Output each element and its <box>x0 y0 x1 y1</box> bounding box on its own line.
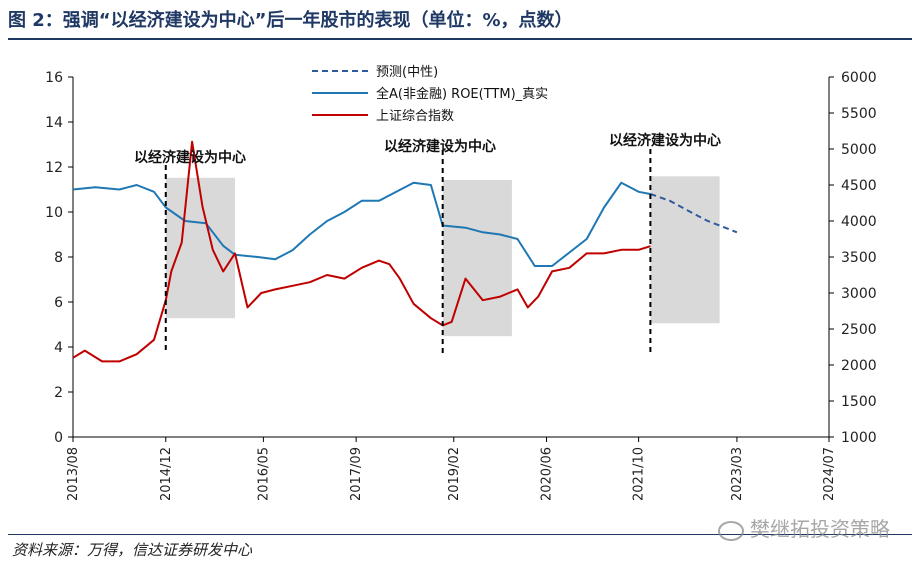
y-right-tick-label: 2500 <box>841 322 877 338</box>
x-tick-label: 2024/07 <box>822 447 837 501</box>
y-right-tick-label: 2000 <box>841 358 877 374</box>
y-right-tick-label: 3000 <box>841 286 877 302</box>
forecast-line <box>650 193 738 234</box>
y-right-tick-label: 6000 <box>841 70 877 86</box>
index-line <box>72 140 651 363</box>
y-right-tick-label: 1000 <box>841 430 877 446</box>
y-right-tick-label: 5000 <box>841 142 877 158</box>
x-tick-label: 2013/08 <box>66 447 81 501</box>
x-tick-label: 2021/10 <box>632 447 647 501</box>
y-right-tick-label: 1500 <box>841 394 877 410</box>
line-chart: 0 2 4 6 8 10 12 14 16 1000 1500 2000 2500 3000 3500 400… <box>45 65 876 501</box>
x-tick-label: 2014/12 <box>159 447 174 501</box>
x-tick-label: 2016/05 <box>256 447 271 501</box>
highlight-regions <box>165 176 720 337</box>
roe-line <box>72 181 651 267</box>
event-label-1: 以经济建设为中心 <box>134 149 246 166</box>
series-lines <box>72 140 738 363</box>
y-right-tick-label: 4500 <box>841 178 877 194</box>
y-right-tick-label: 5500 <box>841 106 877 122</box>
shade-region-2 <box>442 179 512 337</box>
legend-roe-label: 全A(非金融) ROE(TTM)_真实 <box>376 86 548 102</box>
tick-labels: 0 2 4 6 8 10 12 14 16 1000 1500 2000 2500 3000 3500 400… <box>45 70 876 501</box>
y-left-tick-label: 2 <box>54 385 63 401</box>
x-tick-label: 2020/06 <box>540 447 555 501</box>
y-left-tick-label: 6 <box>54 295 63 311</box>
y-left-tick-label: 10 <box>45 205 63 221</box>
y-left-tick-label: 0 <box>54 430 63 446</box>
event-label-2: 以经济建设为中心 <box>384 138 496 155</box>
figure-title: 图 2：强调“以经济建设为中心”后一年股市的表现（单位：%，点数） <box>8 10 573 31</box>
y-right-tick-label: 3500 <box>841 250 877 266</box>
title-divider <box>8 38 912 40</box>
y-left-tick-label: 14 <box>45 115 63 131</box>
x-tick-label: 2017/09 <box>349 447 364 501</box>
wechat-icon <box>718 520 744 541</box>
legend-forecast-label: 预测(中性) <box>376 65 438 80</box>
event-label-3: 以经济建设为中心 <box>609 132 721 149</box>
watermark-text: 樊继拓投资策略 <box>750 517 890 541</box>
watermark: 樊继拓投资策略 <box>718 513 890 542</box>
y-left-tick-label: 16 <box>45 70 63 86</box>
x-tick-label: 2023/03 <box>730 447 745 501</box>
footer-divider <box>8 534 912 535</box>
shade-region-1 <box>165 177 235 319</box>
source-note: 资料来源：万得，信达证券研发中心 <box>12 541 253 559</box>
x-tick-label: 2019/02 <box>447 447 462 501</box>
y-left-tick-label: 4 <box>54 340 63 356</box>
y-left-tick-label: 8 <box>54 250 63 266</box>
shade-region-3 <box>650 176 720 324</box>
axes <box>68 76 834 442</box>
legend-index-label: 上证综合指数 <box>376 109 454 124</box>
y-left-tick-label: 12 <box>45 160 63 176</box>
y-right-tick-label: 4000 <box>841 214 877 230</box>
